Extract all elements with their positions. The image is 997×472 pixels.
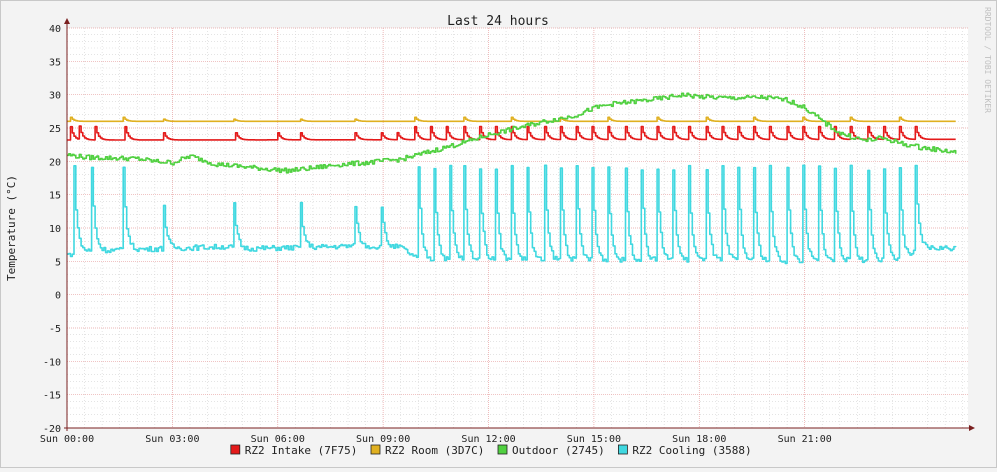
x-tick-label: Sun 06:00	[251, 434, 305, 445]
series-line-1	[67, 125, 956, 141]
y-tick-label: 15	[49, 191, 61, 202]
legend-label: RZ2 Room (3D7C)	[385, 444, 484, 457]
x-tick-label: Sun 18:00	[672, 434, 726, 445]
y-tick-label: 10	[49, 224, 61, 235]
y-tick-label: 35	[49, 57, 61, 68]
x-tick-label: Sun 12:00	[461, 434, 515, 445]
series-line-4	[67, 164, 957, 265]
x-tick-label: Sun 15:00	[567, 434, 621, 445]
x-tick-label: Sun 21:00	[778, 434, 832, 445]
grid	[66, 27, 968, 429]
x-tick-label: Sun 03:00	[145, 434, 199, 445]
y-tick-label: 40	[49, 24, 61, 35]
chart-title: Last 24 hours	[447, 14, 549, 29]
x-tick-label: Sun 00:00	[40, 434, 94, 445]
y-tick-label: -5	[49, 324, 61, 335]
legend-swatch	[618, 444, 628, 455]
legend-label: Outdoor (2745)	[512, 444, 605, 457]
series-line-3	[67, 92, 957, 174]
legend-swatch	[370, 444, 381, 455]
x-axis-arrow	[969, 425, 975, 431]
series-line-2	[67, 116, 956, 123]
legend-label: RZ2 Intake (7F75)	[245, 444, 358, 457]
y-axis-label: Temperature (°C)	[5, 175, 18, 281]
y-tick-label: -15	[43, 391, 61, 402]
y-tick-label: -10	[43, 357, 61, 368]
y-tick-label: -20	[43, 424, 61, 435]
y-tick-label: 0	[55, 291, 61, 302]
legend: RZ2 Intake (7F75) RZ2 Room (3D7C) Outdoor …	[230, 444, 752, 457]
y-tick-label: 20	[49, 157, 61, 168]
y-tick-label: 25	[49, 124, 61, 135]
legend-swatch	[230, 444, 241, 455]
y-axis-arrow	[64, 18, 70, 24]
series-lines	[67, 92, 957, 265]
y-tick-label: 30	[49, 91, 61, 102]
legend-label: RZ2 Cooling (3588)	[632, 444, 751, 457]
legend-swatch	[497, 444, 508, 455]
watermark: RRDTOOL / TOBI OETIKER	[983, 7, 992, 113]
x-tick-label: Sun 09:00	[356, 434, 410, 445]
y-tick-label: 5	[55, 257, 61, 268]
